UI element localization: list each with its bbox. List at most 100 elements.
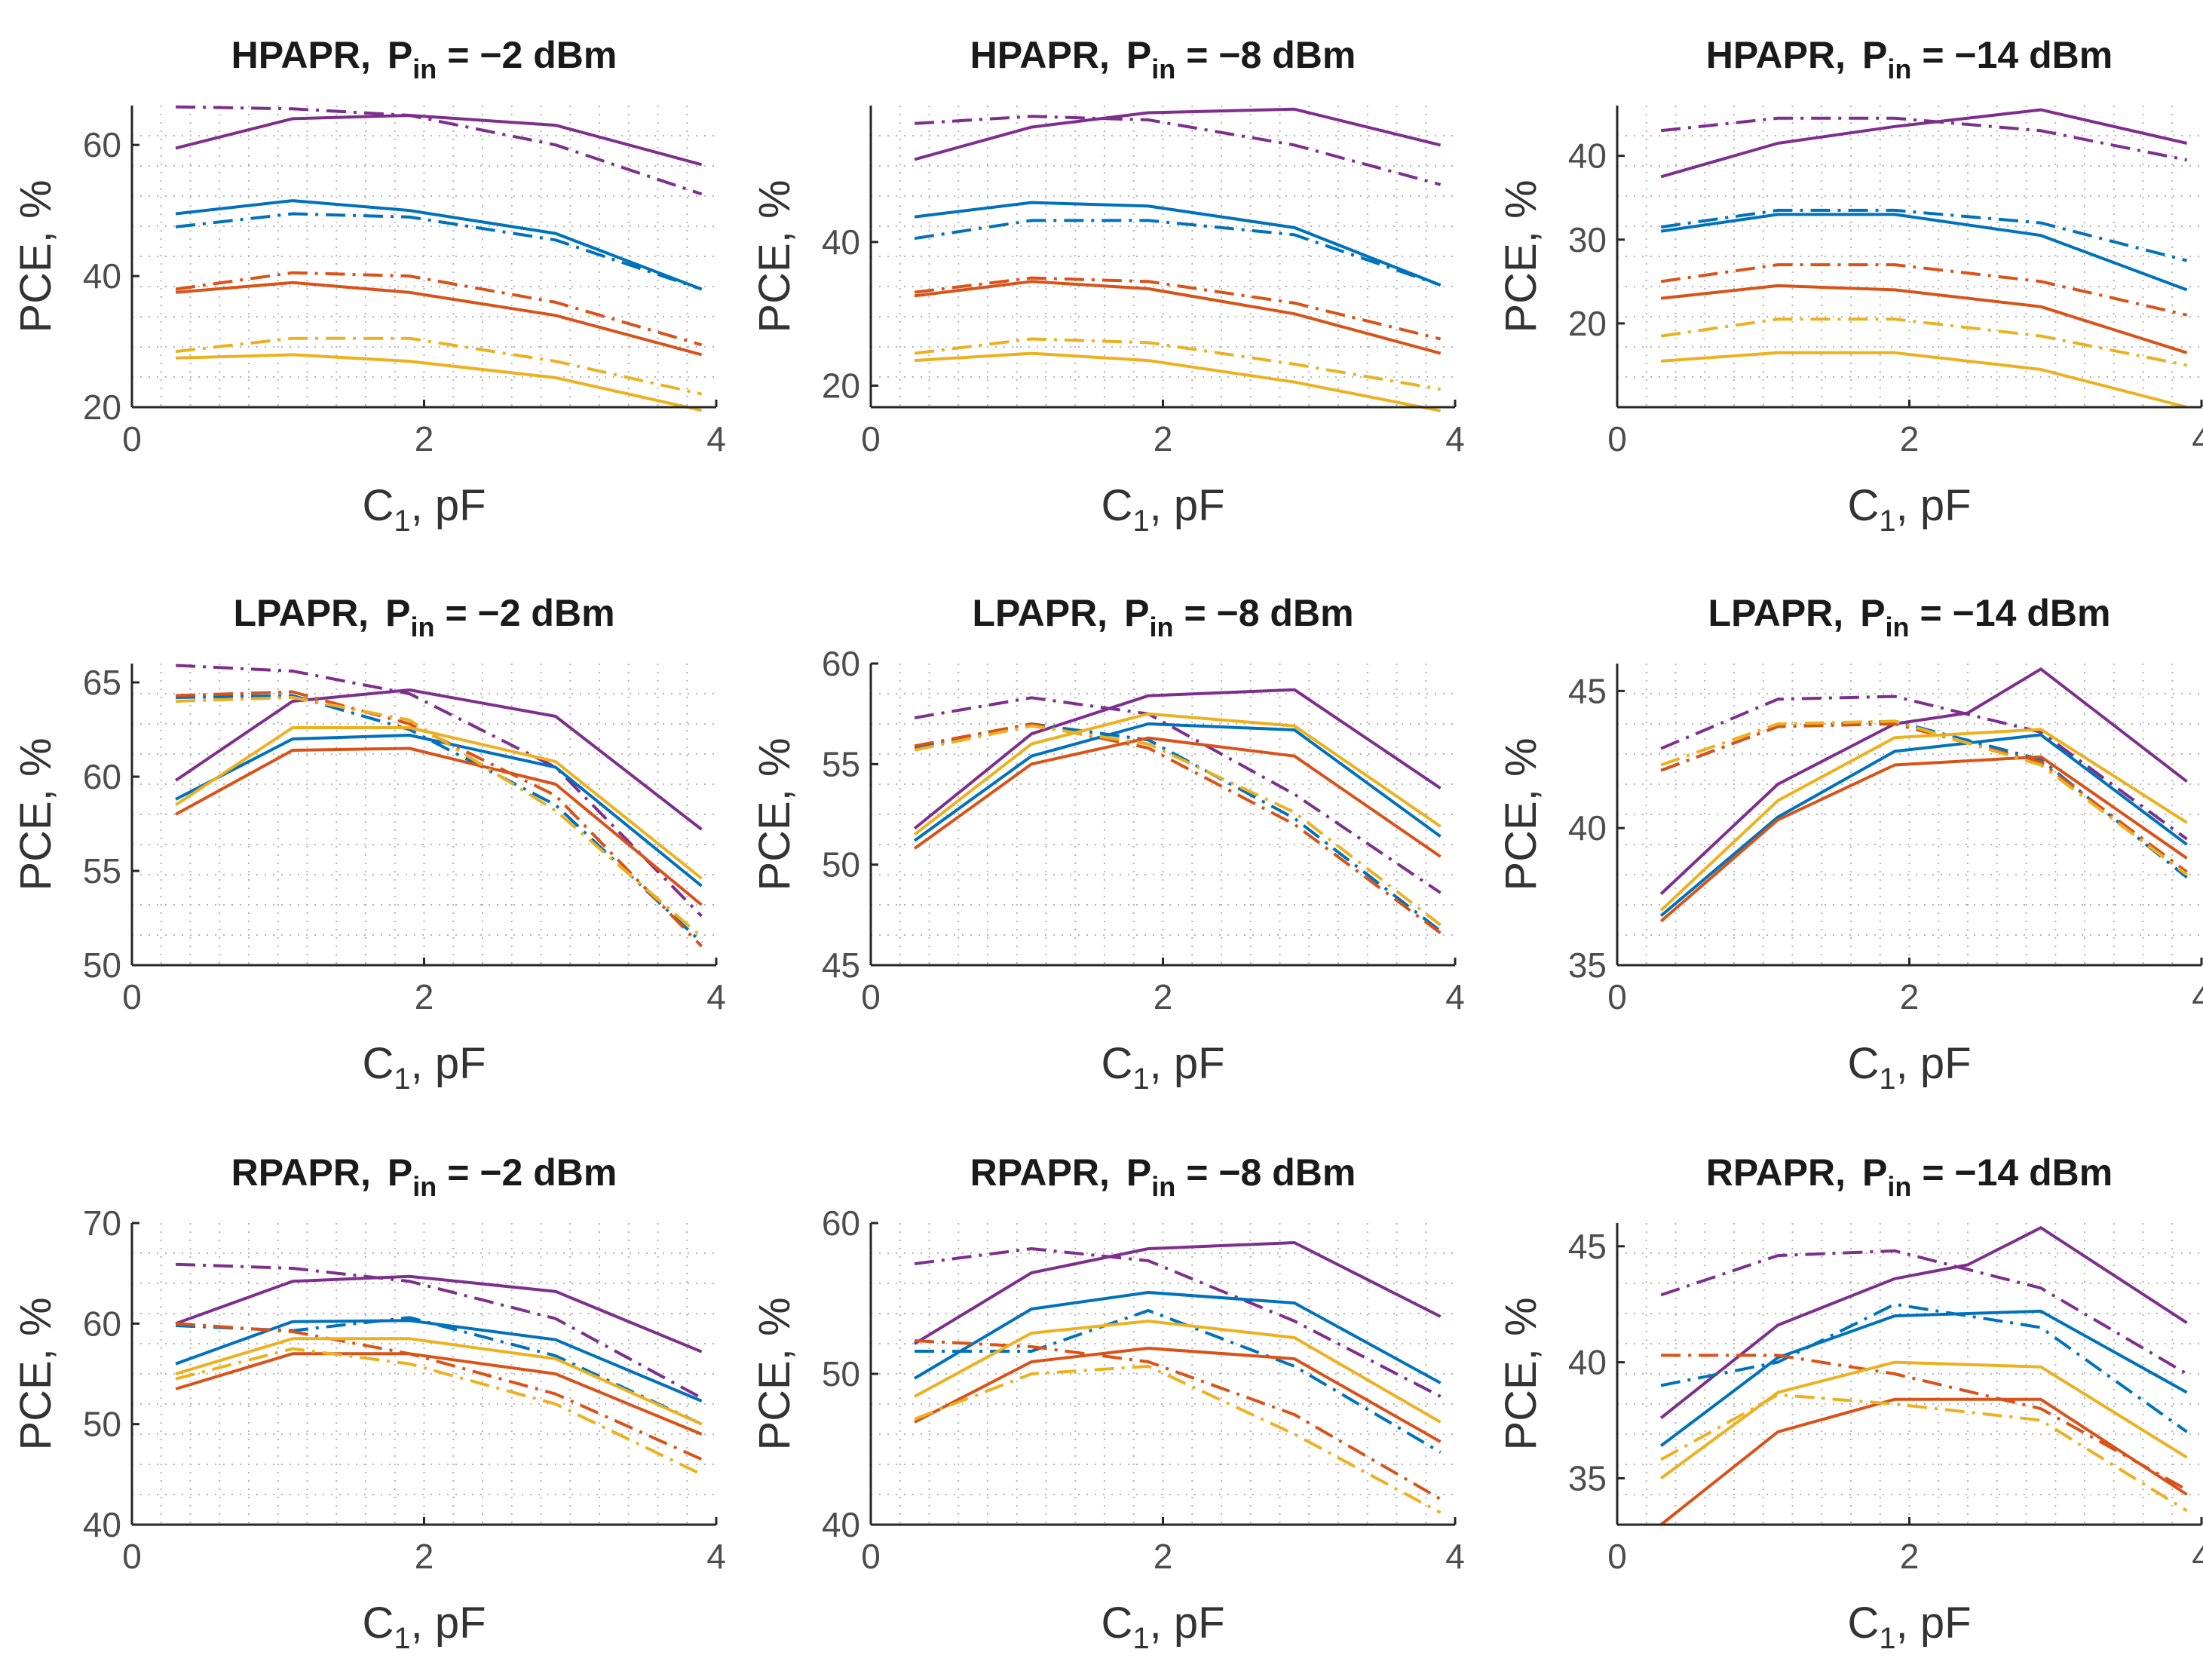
- xlabel-sub: 1: [394, 504, 410, 538]
- y-tick-label: 35: [1568, 1458, 1607, 1498]
- series-blue-dashdot: [1660, 208, 2188, 262]
- grid: [1617, 664, 2201, 965]
- series-blue-solid: [914, 201, 1442, 287]
- y-tick-label: 30: [1568, 220, 1607, 259]
- series-purple-dashdot: [914, 1247, 1442, 1398]
- xlabel-sub: 1: [394, 1622, 410, 1655]
- title-suffix: = −2 dBm: [447, 1151, 617, 1194]
- y-tick-label: 50: [822, 845, 860, 884]
- series-blue-solid: [175, 734, 703, 888]
- x-tick-label: 0: [122, 977, 142, 1016]
- title-sub: in: [412, 1171, 437, 1202]
- subplot-8: RPAPR, Pin = −8 dBm 0 2 4 40 50 60 C1, pF PCE, %: [750, 1151, 1465, 1655]
- xlabel-sub: 1: [1879, 504, 1895, 538]
- x-axis-label: C1, pF: [362, 1039, 486, 1096]
- series-red-dashdot: [914, 722, 1442, 934]
- x-tick-label: 4: [1445, 977, 1465, 1016]
- xlabel-tail: , pF: [411, 1039, 486, 1088]
- series-purple-dashdot: [1660, 116, 2187, 162]
- series-red-dashdot: [1660, 722, 2188, 873]
- title-sub: in: [1151, 54, 1175, 84]
- series-blue-dashdot: [175, 212, 703, 291]
- x-axis-label: C1, pF: [1101, 1599, 1224, 1655]
- y-tick-label: 60: [83, 1304, 121, 1343]
- title-sub: in: [1886, 612, 1910, 642]
- subplot-title: RPAPR, Pin = −8 dBm: [970, 1151, 1356, 1202]
- series-red-solid: [914, 280, 1442, 355]
- x-tick-label: 2: [415, 977, 434, 1016]
- subplot-title: LPAPR, Pin = −14 dBm: [1708, 592, 2111, 642]
- y-tick-label: 60: [822, 644, 860, 683]
- x-tick-label: 2: [1154, 419, 1173, 458]
- y-tick-label: 55: [83, 851, 121, 891]
- series-purple-solid: [1659, 1226, 2188, 1420]
- grid: [871, 664, 1455, 965]
- subplot-9: RPAPR, Pin = −14 dBm 0 2 4 35 40 45 C1, pF PCE, %: [1497, 1151, 2203, 1655]
- xlabel-main: C: [362, 481, 394, 530]
- x-tick-label: 4: [2192, 419, 2203, 458]
- series-yellow-dashdot: [914, 1365, 1442, 1514]
- y-tick-label: 40: [822, 222, 860, 262]
- xlabel-main: C: [1847, 1039, 1879, 1088]
- series-yellow-dashdot: [914, 337, 1441, 391]
- title-prefix: RPAPR,: [970, 1151, 1110, 1194]
- xlabel-main: C: [1101, 481, 1132, 530]
- series-blue-solid: [914, 1291, 1442, 1384]
- y-tick-label: 20: [1568, 304, 1607, 343]
- x-tick-label: 2: [1900, 977, 1920, 1016]
- series-red-dashdot: [1660, 263, 2188, 317]
- series-yellow-solid: [176, 353, 703, 412]
- series-red-dashdot: [175, 271, 703, 347]
- y-axis-label: PCE, %: [1497, 737, 1546, 891]
- x-tick-label: 4: [2192, 1537, 2203, 1576]
- x-tick-label: 4: [2192, 977, 2203, 1016]
- series-blue-solid: [913, 722, 1442, 842]
- series-blue-solid: [1660, 213, 2188, 292]
- xlabel-tail: , pF: [1896, 1599, 1972, 1648]
- xlabel-main: C: [362, 1039, 394, 1088]
- title-suffix: = −14 dBm: [1922, 1151, 2113, 1194]
- xlabel-tail: , pF: [1150, 1039, 1225, 1088]
- title-prefix: HPAPR,: [231, 34, 371, 76]
- xlabel-tail: , pF: [1150, 1599, 1225, 1648]
- y-tick-label: 50: [83, 1405, 121, 1444]
- series-red-dashdot: [1661, 1354, 2188, 1491]
- title-p: P: [1126, 1151, 1151, 1194]
- subplot-title: HPAPR, Pin = −14 dBm: [1706, 34, 2113, 84]
- series-purple-dashdot: [176, 664, 703, 918]
- y-tick-label: 40: [83, 1505, 121, 1544]
- y-tick-label: 65: [83, 663, 121, 702]
- subplot-title: RPAPR, Pin = −14 dBm: [1706, 1151, 2113, 1202]
- x-tick-label: 0: [1607, 419, 1627, 458]
- series-blue-solid: [175, 1319, 703, 1403]
- x-tick-label: 0: [861, 977, 881, 1016]
- series-blue-dashdot: [914, 219, 1442, 287]
- series-yellow-dashdot: [914, 724, 1442, 927]
- title-sub: in: [1151, 1171, 1175, 1202]
- series-yellow-dashdot: [1660, 317, 2187, 367]
- xlabel-tail: , pF: [411, 1599, 486, 1648]
- series-yellow-dashdot: [1660, 719, 2188, 876]
- title-p: P: [388, 1151, 412, 1194]
- xlabel-main: C: [1847, 1599, 1879, 1648]
- title-prefix: LPAPR,: [233, 592, 369, 634]
- series-red-solid: [1659, 755, 2188, 923]
- xlabel-sub: 1: [1132, 1622, 1149, 1655]
- title-sub: in: [1149, 612, 1173, 642]
- xlabel-tail: , pF: [1896, 481, 1972, 530]
- series-blue-solid: [1659, 733, 2188, 918]
- title-p: P: [1126, 34, 1151, 76]
- y-tick-label: 50: [822, 1354, 860, 1393]
- xlabel-sub: 1: [1132, 504, 1149, 538]
- series-purple-solid: [914, 107, 1442, 161]
- series-yellow-dashdot: [175, 336, 703, 396]
- series-yellow-solid: [1659, 728, 2188, 912]
- x-tick-label: 4: [1445, 1537, 1465, 1576]
- title-suffix: = −8 dBm: [1184, 592, 1353, 634]
- x-axis-label: C1, pF: [1847, 481, 1971, 538]
- series-red-dashdot: [914, 1339, 1442, 1501]
- subplot-title: LPAPR, Pin = −2 dBm: [233, 592, 614, 642]
- subplot-6: LPAPR, Pin = −14 dBm 0 2 4 35 40 45 C1, pF PCE, %: [1497, 592, 2203, 1096]
- title-p: P: [1124, 592, 1149, 634]
- title-prefix: RPAPR,: [231, 1151, 371, 1194]
